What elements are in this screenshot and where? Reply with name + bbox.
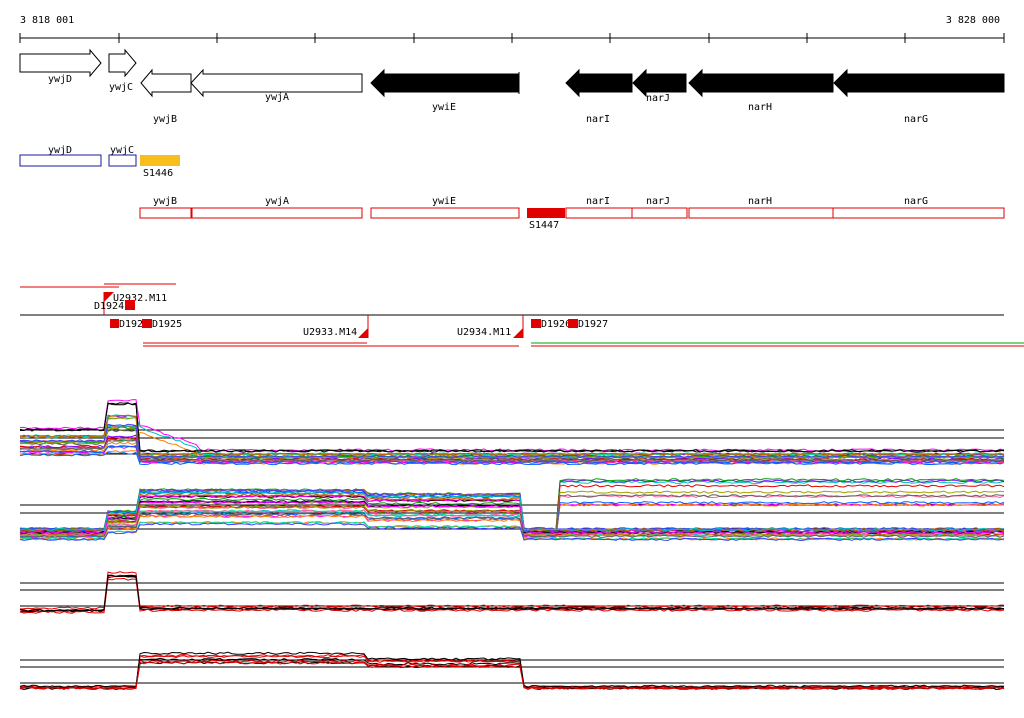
- average-profile-plus: [19, 571, 1005, 614]
- expression-trace: [19, 510, 1005, 538]
- downshift-label-D1925: D1925: [152, 319, 182, 330]
- minus-cds-label-narJ: narJ: [646, 196, 670, 207]
- expression-trace: [19, 661, 1005, 691]
- expression-trace: [19, 427, 1005, 460]
- expression-trace: [19, 500, 1005, 538]
- srna-S1446[interactable]: [140, 155, 180, 166]
- plus-cds-label-ywjC: ywjC: [110, 145, 134, 156]
- minus-cds-label-ywiE: ywiE: [432, 196, 456, 207]
- plus-cds-label-ywjD: ywjD: [48, 145, 72, 156]
- expression-trace: [19, 659, 1005, 690]
- minus-cds-label-narI: narI: [586, 196, 610, 207]
- gene-label-narG: narG: [904, 114, 928, 125]
- downshift-label-D1927: D1927: [578, 319, 608, 330]
- downshift-label-short: D192: [119, 319, 143, 330]
- gene-label-narH: narH: [748, 102, 772, 113]
- upshift-label-U2933: U2933.M14: [303, 327, 357, 338]
- expression-trace: [19, 493, 1005, 532]
- downshift-marker[interactable]: [110, 319, 119, 328]
- srna-label-S1446: S1446: [143, 168, 173, 179]
- expression-trace: [19, 500, 1005, 534]
- downshift-marker[interactable]: [568, 319, 578, 328]
- downshift-label-D1926: D1926: [541, 319, 571, 330]
- gene-arrow-ywjA[interactable]: [190, 68, 363, 98]
- plus-strand-track: ywjD ywjC S1446: [19, 145, 180, 179]
- minus-cds-narH[interactable]: [688, 207, 834, 219]
- expression-trace: [19, 423, 1005, 458]
- downshift-label-D1924: D1924: [94, 301, 124, 312]
- srna-S1447[interactable]: [527, 208, 565, 218]
- upshift-label-U2932: U2932.M11: [113, 293, 167, 304]
- average-profile-minus: [19, 651, 1005, 691]
- upshift-marker[interactable]: [104, 292, 114, 302]
- minus-cds-label-narG: narG: [904, 196, 928, 207]
- expression-trace: [20, 512, 1005, 538]
- coordinate-start: 3 818 001: [20, 15, 74, 26]
- gene-arrow-narJ[interactable]: [632, 68, 687, 98]
- expression-profiles-minus: [19, 478, 1005, 542]
- gene-arrow-ywiE[interactable]: [370, 68, 520, 98]
- gene-label-narJ: narJ: [646, 93, 670, 104]
- minus-cds-label-narH: narH: [748, 196, 772, 207]
- gene-track: ywjD ywjC ywjB ywjA ywiE narI narJ narH …: [19, 48, 1005, 125]
- expression-trace: [19, 503, 1005, 539]
- expression-trace: [19, 445, 1005, 464]
- gene-arrow-narH[interactable]: [688, 68, 834, 98]
- gene-arrow-ywjD[interactable]: [19, 48, 102, 78]
- gene-arrow-ywjB[interactable]: [140, 68, 192, 98]
- expression-trace: [19, 500, 1005, 535]
- upshift-label-U2934: U2934.M11: [457, 327, 511, 338]
- expression-trace: [19, 439, 1005, 462]
- downshift-marker[interactable]: [142, 319, 152, 328]
- minus-cds-narI[interactable]: [565, 207, 633, 219]
- minus-strand-track: ywjB ywjA ywiE S1447 narI narJ narH narG: [139, 196, 1005, 231]
- coordinate-end: 3 828 000: [946, 15, 1000, 26]
- minus-cds-ywiE[interactable]: [370, 207, 520, 219]
- minus-cds-narJ[interactable]: [631, 207, 688, 219]
- gene-arrow-narG[interactable]: [833, 68, 1005, 98]
- expression-trace: [19, 520, 1005, 541]
- expression-trace: [19, 571, 1004, 610]
- segmentation-track: U2932.M11 U2933.M14 U2934.M11 D1924 D192…: [20, 283, 1024, 347]
- upshift-marker[interactable]: [358, 328, 368, 338]
- downshift-marker[interactable]: [531, 319, 541, 328]
- expression-trace: [19, 574, 1005, 612]
- ruler-ticks: [19, 33, 1005, 43]
- gene-label-ywiE: ywiE: [432, 102, 456, 113]
- plus-cds-ywjD[interactable]: [19, 154, 102, 167]
- expression-trace: [19, 509, 1005, 537]
- gene-label-ywjD: ywjD: [48, 74, 72, 85]
- expression-trace: [19, 522, 1005, 542]
- minus-cds-ywjA[interactable]: [191, 207, 363, 219]
- downshift-marker[interactable]: [125, 300, 135, 310]
- minus-cds-ywjB[interactable]: [139, 207, 192, 219]
- expression-trace: [19, 491, 1005, 532]
- expression-profiles-plus: [19, 399, 1005, 466]
- gene-label-ywjC: ywjC: [109, 82, 133, 93]
- minus-cds-label-ywjA: ywjA: [265, 196, 289, 207]
- expression-trace: [19, 414, 1005, 456]
- gene-label-ywjB: ywjB: [153, 114, 177, 125]
- expression-trace: [19, 402, 1005, 453]
- gene-label-ywjA: ywjA: [265, 92, 289, 103]
- gene-label-narI: narI: [586, 114, 610, 125]
- expression-trace: [19, 488, 1005, 531]
- expression-trace: [19, 651, 1005, 688]
- minus-cds-narG[interactable]: [832, 207, 1005, 219]
- srna-label-S1447: S1447: [529, 220, 559, 231]
- gene-arrow-narI[interactable]: [565, 68, 633, 98]
- expression-panels: [20, 429, 1004, 684]
- plus-cds-ywjC[interactable]: [108, 154, 137, 167]
- gene-arrow-ywjC[interactable]: [108, 48, 137, 78]
- minus-cds-label-ywjB: ywjB: [153, 196, 177, 207]
- expression-trace: [20, 402, 1005, 453]
- expression-trace: [19, 416, 1005, 457]
- upshift-marker[interactable]: [513, 328, 523, 338]
